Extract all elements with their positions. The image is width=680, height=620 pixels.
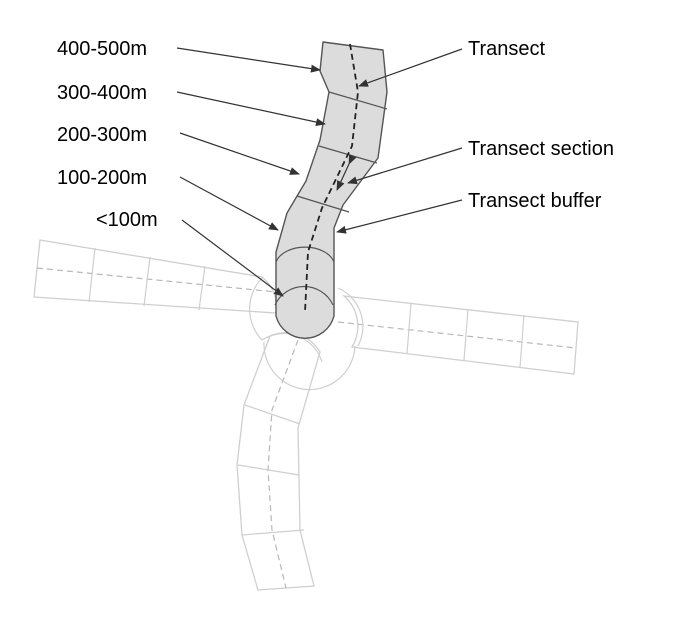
background-down-section-divider xyxy=(241,529,305,536)
origin-arc xyxy=(274,285,334,306)
background-left-section-divider xyxy=(143,256,151,307)
band-200-300-arrow xyxy=(179,132,300,175)
background-left-centerline xyxy=(36,267,277,293)
transect-buffer-arrow xyxy=(336,199,463,234)
section-extent-double-arrow xyxy=(336,154,357,191)
label-transect: Transect xyxy=(468,38,546,60)
origin-rings xyxy=(249,276,356,391)
label-100-200m: 100-200m xyxy=(57,167,147,189)
band-leader-arrows xyxy=(176,47,326,297)
band-lt-100-arrow xyxy=(181,219,284,297)
label-300-400m: 300-400m xyxy=(57,82,147,104)
background-right-section-divider xyxy=(406,302,412,355)
band-300-400-arrow xyxy=(176,91,326,127)
background-transect-down xyxy=(236,332,323,591)
background-right-centerline xyxy=(337,321,577,349)
section-divider-400m xyxy=(328,91,388,110)
section-divider-200m xyxy=(296,195,350,213)
background-down-section-divider xyxy=(237,464,300,476)
background-transect-left xyxy=(33,239,278,314)
band-400-500-arrow xyxy=(176,47,321,73)
background-down-centerline xyxy=(267,339,299,589)
background-right-buffer-outline xyxy=(341,295,579,375)
transect-arrow xyxy=(358,48,463,87)
legend-leader-arrows xyxy=(336,48,463,234)
background-right-section-divider xyxy=(519,314,525,368)
background-left-section-divider xyxy=(88,247,96,303)
background-down-section-divider xyxy=(244,404,301,425)
background-right-arc xyxy=(337,287,364,347)
label-lt-100m: <100m xyxy=(96,209,158,231)
label-200-300m: 200-300m xyxy=(57,124,147,146)
transect-centerline xyxy=(304,43,359,313)
background-transect-right xyxy=(337,287,579,375)
band-100-200-arrow xyxy=(179,176,279,231)
transect-section-arrow xyxy=(347,147,463,185)
label-transect-buffer: Transect buffer xyxy=(468,190,602,212)
origin-ring-left xyxy=(249,276,264,341)
background-left-section-divider xyxy=(198,265,206,311)
background-right-section-divider xyxy=(463,308,469,361)
legend-labels: Transect Transect section Transect buffe… xyxy=(468,38,614,212)
section-divider-100m xyxy=(275,246,335,263)
label-transect-section: Transect section xyxy=(468,138,614,160)
band-labels: 400-500m 300-400m 200-300m 100-200m <100… xyxy=(57,38,158,231)
label-400-500m: 400-500m xyxy=(57,38,147,60)
origin-ring-lower xyxy=(263,341,356,391)
background-down-buffer-outline xyxy=(236,332,321,591)
background-left-buffer-outline xyxy=(33,239,278,314)
